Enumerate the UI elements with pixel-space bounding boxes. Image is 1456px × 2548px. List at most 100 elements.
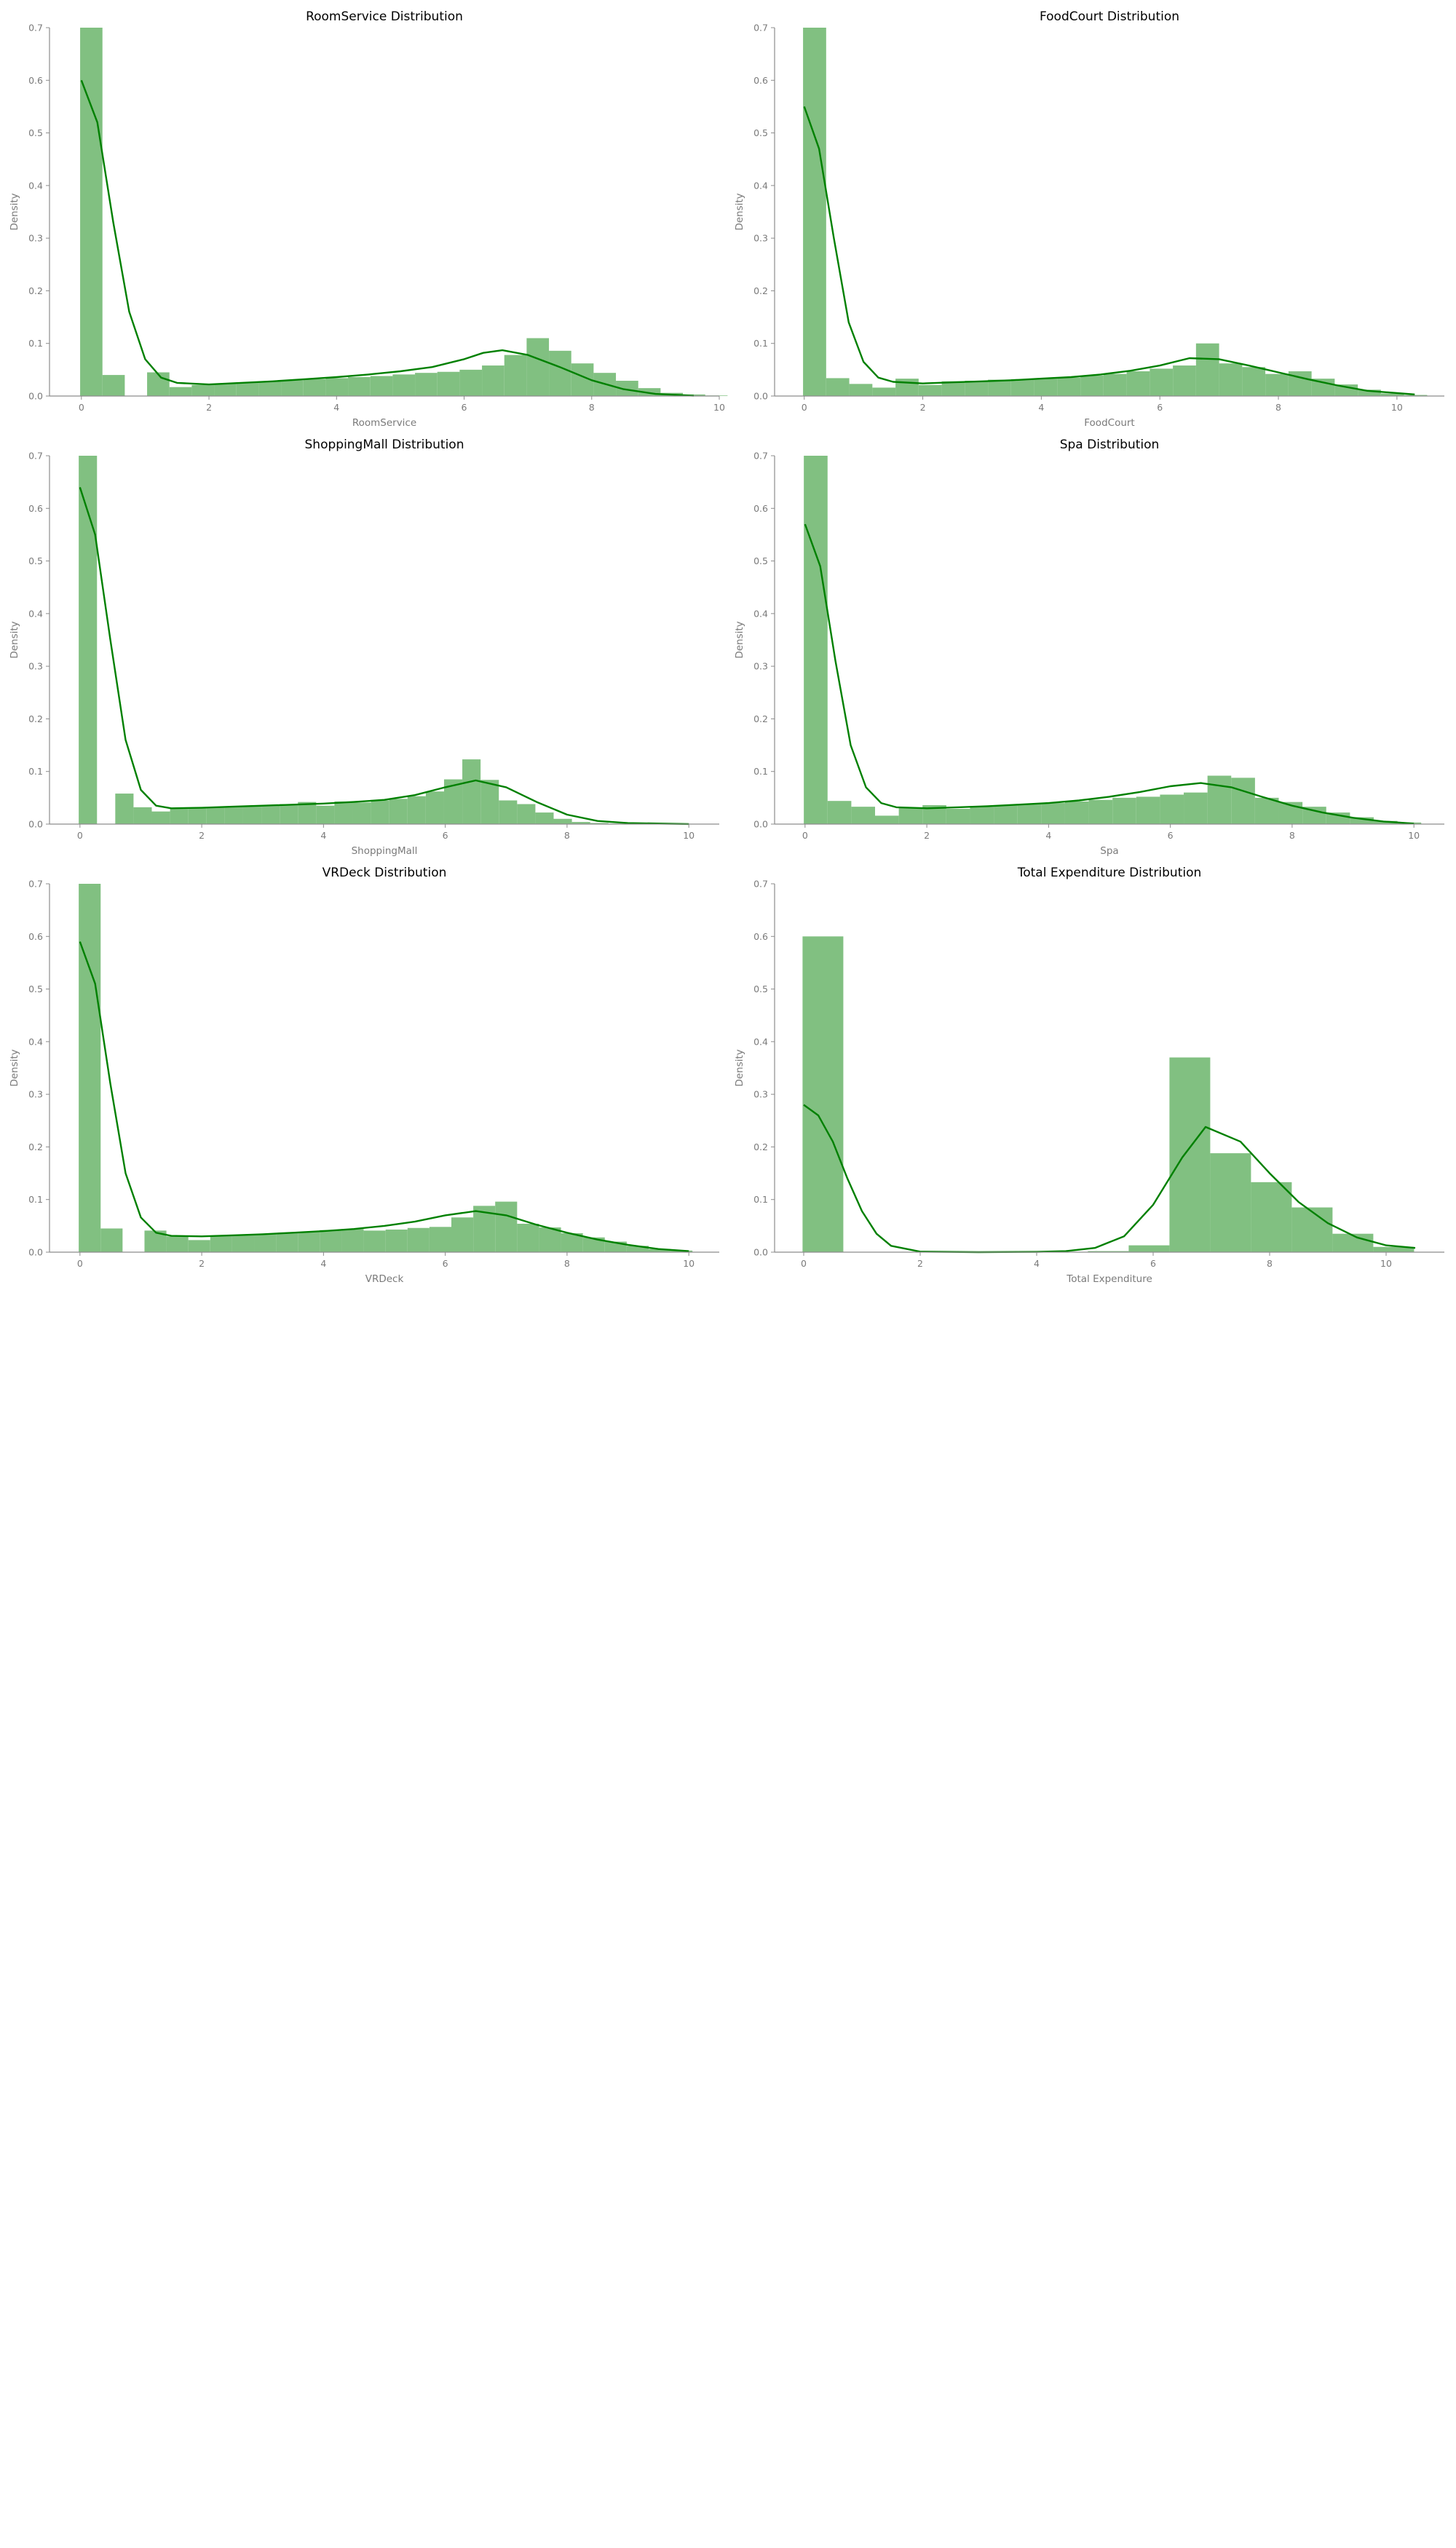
y-tick-label: 0.2 bbox=[28, 713, 43, 724]
histogram-bar bbox=[1265, 373, 1289, 396]
y-tick-label: 0.1 bbox=[28, 338, 43, 349]
histogram-bar bbox=[320, 1230, 342, 1252]
histogram-bar bbox=[626, 1246, 649, 1252]
histogram-bar bbox=[151, 811, 170, 824]
x-tick-label: 2 bbox=[917, 1258, 923, 1269]
x-tick-label: 6 bbox=[1157, 402, 1163, 413]
histogram-bar bbox=[1126, 371, 1150, 396]
histogram-bar bbox=[298, 1232, 320, 1252]
x-tick-label: 8 bbox=[1267, 1258, 1273, 1269]
y-tick-label: 0.7 bbox=[753, 451, 768, 462]
x-tick-label: 8 bbox=[1275, 402, 1281, 413]
histogram-bar bbox=[254, 1234, 277, 1252]
chart-title: VRDeck Distribution bbox=[323, 866, 447, 880]
histogram-bar bbox=[804, 456, 828, 824]
histogram-bars bbox=[80, 28, 728, 396]
y-tick-label: 0.7 bbox=[28, 879, 43, 890]
histogram-bar bbox=[480, 780, 499, 824]
x-tick-label: 6 bbox=[443, 830, 448, 841]
histogram-bar bbox=[437, 371, 460, 396]
histogram-bar bbox=[236, 382, 259, 396]
histogram-bar bbox=[303, 379, 326, 396]
x-tick-label: 2 bbox=[924, 830, 930, 841]
x-tick-label: 10 bbox=[683, 1258, 695, 1269]
histogram-bar bbox=[232, 1235, 255, 1252]
x-tick-label: 0 bbox=[79, 402, 84, 413]
histogram-bar bbox=[425, 791, 444, 824]
x-axis-label: RoomService bbox=[352, 417, 416, 429]
y-tick-label: 0.6 bbox=[753, 931, 768, 942]
y-axis-label: Density bbox=[9, 193, 20, 230]
x-tick-label: 10 bbox=[1391, 402, 1403, 413]
histogram-bar bbox=[517, 1223, 539, 1252]
histogram-bar bbox=[851, 807, 875, 824]
x-axis-label: ShoppingMall bbox=[352, 845, 418, 857]
kde-curve bbox=[80, 79, 695, 397]
histogram-bar bbox=[1150, 368, 1174, 396]
histogram-bar bbox=[334, 801, 353, 824]
y-tick-label: 0.2 bbox=[28, 285, 43, 296]
histogram-bar bbox=[459, 369, 483, 396]
kde-curve bbox=[79, 941, 689, 1252]
histogram-bar bbox=[1103, 373, 1127, 396]
histogram-bar bbox=[1136, 796, 1160, 824]
histogram-bar bbox=[188, 1240, 210, 1252]
histogram-bar bbox=[352, 802, 371, 824]
chart-panel-3: 0 2 4 6 8 10 0.0 0.1 0.2 0.3 0.4 0.5 0.6 0.7 ShoppingM… bbox=[9, 438, 719, 857]
histogram-bar bbox=[895, 379, 919, 396]
histogram-bar bbox=[849, 384, 873, 396]
x-tick-label: 8 bbox=[1289, 830, 1295, 841]
y-tick-label: 0.6 bbox=[753, 75, 768, 86]
histogram-bar bbox=[407, 1227, 430, 1252]
y-tick-label: 0.2 bbox=[753, 1142, 768, 1152]
histogram-bar bbox=[648, 1249, 671, 1252]
y-tick-label: 0.1 bbox=[28, 1194, 43, 1205]
histogram-bar bbox=[526, 338, 550, 396]
histogram-bar bbox=[1251, 1182, 1292, 1252]
histogram-bar bbox=[188, 807, 207, 824]
y-axis-label: Density bbox=[9, 621, 20, 658]
chart-title: FoodCourt Distribution bbox=[1040, 9, 1179, 24]
histogram-bar bbox=[535, 812, 554, 824]
histogram-bar bbox=[1064, 801, 1089, 824]
y-tick-label: 0.5 bbox=[28, 555, 43, 566]
histogram-bar bbox=[191, 384, 215, 396]
y-tick-label: 0.3 bbox=[28, 661, 43, 672]
histogram-bar bbox=[499, 800, 518, 824]
histogram-bar bbox=[872, 387, 896, 396]
y-tick-label: 0.7 bbox=[753, 23, 768, 33]
y-tick-label: 0.1 bbox=[753, 338, 768, 349]
histogram-bar bbox=[539, 1227, 561, 1252]
histogram-bar bbox=[582, 1237, 605, 1252]
histogram-bar bbox=[638, 388, 661, 396]
histogram-bar bbox=[389, 799, 408, 824]
x-tick-label: 4 bbox=[1034, 1258, 1040, 1269]
histogram-bar bbox=[1219, 363, 1243, 396]
histogram-bar bbox=[683, 394, 705, 396]
y-tick-label: 0.6 bbox=[28, 503, 43, 514]
histogram-bar bbox=[115, 794, 134, 824]
y-axis-label: Density bbox=[9, 1049, 20, 1086]
histogram-bar bbox=[370, 376, 393, 396]
y-tick-label: 0.1 bbox=[753, 1194, 768, 1205]
y-tick-label: 0.5 bbox=[28, 984, 43, 994]
y-tick-label: 0.5 bbox=[753, 984, 768, 994]
y-tick-label: 0.4 bbox=[28, 1036, 43, 1047]
y-tick-label: 0.6 bbox=[28, 931, 43, 942]
y-tick-label: 0.4 bbox=[753, 608, 768, 619]
histogram-bar bbox=[941, 381, 965, 396]
histogram-bar bbox=[170, 808, 189, 824]
histogram-bar bbox=[242, 806, 262, 824]
histogram-bar bbox=[1017, 804, 1042, 824]
x-tick-label: 10 bbox=[683, 830, 695, 841]
x-tick-label: 8 bbox=[564, 830, 570, 841]
y-axis-label: Density bbox=[734, 193, 745, 230]
histogram-bar bbox=[1302, 807, 1326, 824]
kde-curve bbox=[803, 106, 1415, 395]
y-tick-label: 0.6 bbox=[753, 503, 768, 514]
histogram-bar bbox=[316, 805, 335, 824]
histogram-bar bbox=[1373, 820, 1398, 824]
histogram-bars bbox=[802, 936, 1415, 1252]
histogram-bar bbox=[1088, 1251, 1129, 1252]
